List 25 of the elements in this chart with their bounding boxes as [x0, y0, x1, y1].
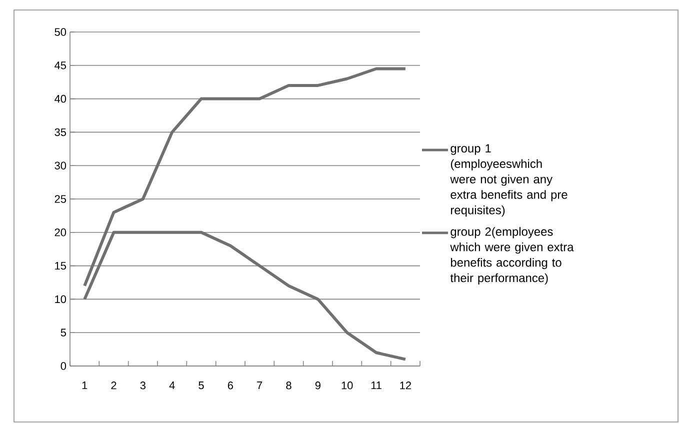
x-tick-label: 5: [198, 382, 204, 390]
y-tick-label: 35: [54, 128, 66, 136]
x-tick-label: 4: [169, 382, 175, 390]
y-tick-label: 10: [55, 295, 66, 304]
x-tick-label: 8: [286, 382, 292, 390]
x-tick-label: 9: [315, 382, 320, 390]
y-tick-label: 5: [60, 328, 66, 336]
x-tick-label: 6: [228, 382, 233, 390]
y-tick-label: 50: [54, 28, 66, 36]
x-tick-label: 10: [342, 382, 353, 390]
legend-label: group 2(employees which were given extra benefits according to their performance): [450, 227, 574, 285]
x-tick-label: 2: [111, 382, 116, 390]
y-tick-label: 40: [54, 94, 66, 103]
y-tick-label: 45: [54, 62, 66, 70]
y-tick-label: 15: [55, 262, 66, 270]
legend-label: group 1 (employeeswhich were not given any extra benefits and pre requisites): [450, 144, 568, 217]
y-tick-label: 25: [54, 195, 66, 203]
x-tick-label: 3: [140, 382, 146, 390]
x-tick-label: 11: [371, 382, 382, 390]
x-tick-label: 1: [82, 382, 88, 390]
y-tick-label: 30: [54, 162, 66, 170]
y-tick-label: 20: [54, 228, 66, 236]
x-tick-label: 7: [257, 382, 262, 390]
x-tick-label: 12: [400, 382, 411, 390]
y-tick-label: 0: [60, 362, 66, 370]
